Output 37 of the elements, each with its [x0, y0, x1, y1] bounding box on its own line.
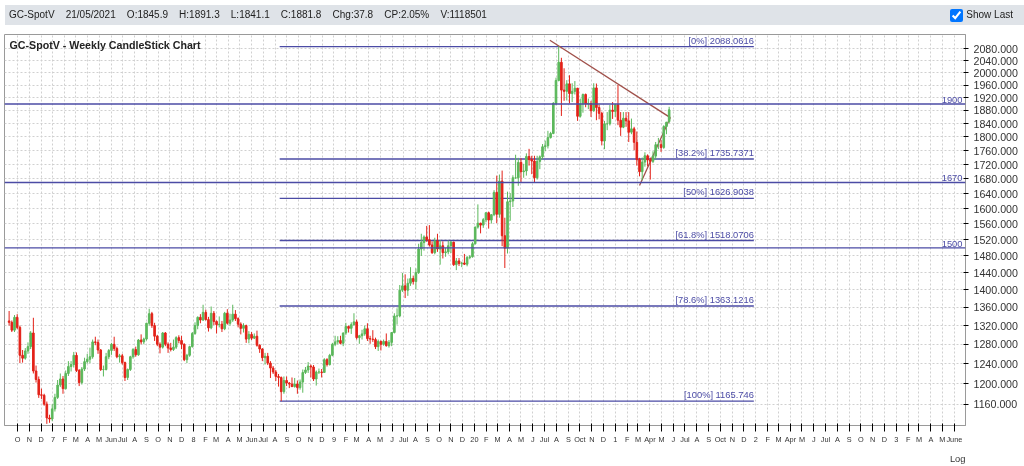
y-tick-label: 1640.000 — [973, 187, 1019, 200]
y-tick-label: 1720.000 — [973, 158, 1019, 171]
y-tick-label: 1360.000 — [973, 301, 1019, 314]
y-tick-label: 2000.000 — [973, 66, 1019, 79]
y-tick-label: 1920.000 — [973, 91, 1019, 104]
series-label: [50%] 1626.9038 — [683, 187, 754, 198]
y-tick-label: 1680.000 — [973, 172, 1019, 185]
y-tick-label: 1320.000 — [973, 319, 1019, 332]
ref-line-label: 1900 — [941, 95, 963, 106]
y-tick-label: 1160.000 — [973, 398, 1018, 411]
ref-line-label: 1500 — [941, 238, 963, 249]
y-tick-label: 1960.000 — [973, 79, 1019, 92]
chart-title: GC-SpotV - Weekly CandleStick Chart — [9, 38, 202, 51]
chart-subtitle: GC-SpotV 21/05/2021 O:1845.9 H:1891.3 L:1841.1 C:1881.8 Chg:37.8 CP:2.05% V:1118501 — [9, 8, 487, 22]
series-label: [38.2%] 1735.7371 — [675, 148, 754, 159]
y-tick-label: 2080.000 — [973, 42, 1019, 55]
y-tick-label: 1440.000 — [973, 266, 1019, 279]
series-label: [100%] 1165.746 — [683, 390, 754, 401]
y-tick-label: 1600.000 — [973, 202, 1019, 215]
y-tick-label: 1560.000 — [973, 217, 1019, 230]
text: Show Last — [965, 8, 1013, 22]
y-tick-label: 1240.000 — [973, 357, 1019, 370]
y-tick-label: 1480.000 — [973, 249, 1019, 262]
ref-line-label: 1670 — [941, 173, 963, 184]
y-tick-label: 1520.000 — [973, 233, 1019, 246]
series-label: [61.8%] 1518.0706 — [675, 229, 754, 240]
text: Log — [949, 453, 966, 464]
y-tick-label: 1840.000 — [973, 117, 1019, 130]
y-tick-label: 1280.000 — [973, 338, 1019, 351]
y-tick-label: 1880.000 — [973, 104, 1019, 117]
series-label: [0%] 2088.0616 — [688, 35, 754, 46]
y-tick-label: 1800.000 — [973, 130, 1019, 143]
series-label: [78.6%] 1363.1216 — [675, 295, 754, 305]
y-tick-label: 2040.000 — [973, 54, 1019, 67]
y-tick-label: 1200.000 — [973, 377, 1019, 390]
y-tick-label: 1760.000 — [973, 144, 1019, 157]
y-tick-label: 1400.000 — [973, 283, 1019, 296]
